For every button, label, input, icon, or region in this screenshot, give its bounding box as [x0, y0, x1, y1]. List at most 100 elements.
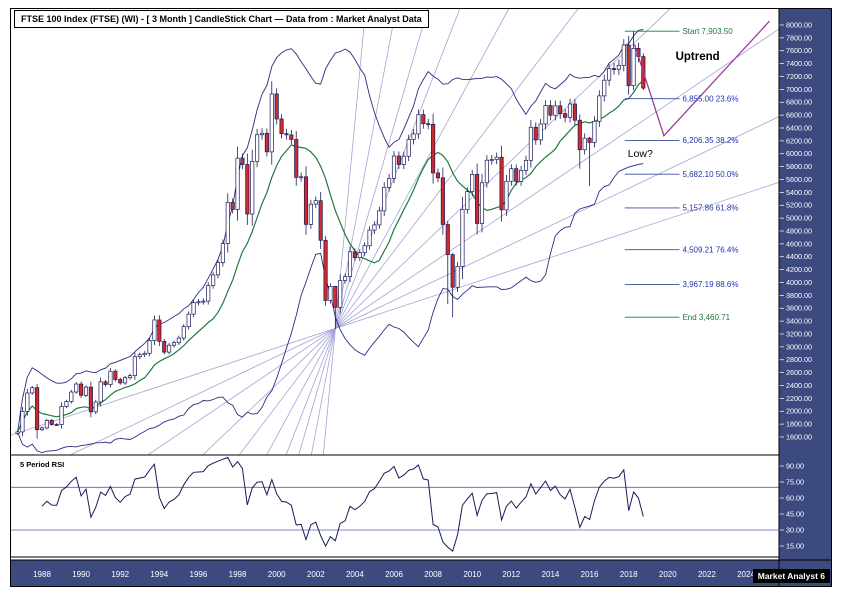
time-axis-label: 2012	[502, 570, 520, 579]
candle-body	[191, 302, 196, 315]
price-axis-label: 6000.00	[786, 149, 812, 158]
candle-body	[602, 79, 607, 97]
price-axis-label: 7400.00	[786, 59, 812, 68]
candle-body	[465, 191, 470, 210]
candle-body	[333, 286, 338, 308]
candle-body	[362, 245, 367, 253]
candle-body	[489, 159, 494, 161]
candle-body	[607, 68, 612, 81]
candle-body	[250, 160, 255, 215]
gann-fan-line	[266, 8, 510, 455]
candle-body	[137, 354, 142, 358]
candle-body	[274, 93, 279, 120]
candle-body	[553, 105, 558, 116]
candle-body	[338, 280, 343, 308]
time-axis-label: 1994	[150, 570, 168, 579]
candle-body	[132, 356, 137, 377]
price-axis-label: 2400.00	[786, 381, 812, 390]
price-axis-label: 5800.00	[786, 162, 812, 171]
time-axis-label: 2004	[346, 570, 364, 579]
price-axis-label: 7200.00	[786, 72, 812, 81]
time-axis-label: 2010	[463, 570, 481, 579]
candle-body	[264, 132, 269, 153]
candle-body	[367, 229, 372, 247]
time-axis-label: 1990	[72, 570, 90, 579]
candle-body	[621, 44, 626, 66]
price-axis-label: 4400.00	[786, 252, 812, 261]
price-axis-label: 2600.00	[786, 368, 812, 377]
candle-body	[79, 383, 84, 396]
candle-body	[98, 381, 103, 403]
moving-average-line	[17, 80, 644, 433]
time-axis-label: 2020	[659, 570, 677, 579]
candle-body	[616, 65, 621, 70]
candle-body	[25, 392, 30, 412]
candle-body	[460, 209, 465, 267]
candle-body	[142, 352, 147, 356]
fibonacci-level-label: 5,682.10 50.0%	[682, 170, 738, 179]
rsi-panel	[10, 454, 780, 558]
rsi-layer	[10, 456, 779, 552]
candle-body	[127, 375, 133, 379]
price-axis-label: 4000.00	[786, 278, 812, 287]
price-axis-label: 6200.00	[786, 136, 812, 145]
rsi-axis-label: 45.00	[786, 509, 804, 518]
candle-body	[308, 203, 313, 225]
candle-body	[313, 200, 318, 205]
price-axis-label: 4200.00	[786, 265, 812, 274]
gann-fan-line	[202, 8, 672, 455]
candle-body	[435, 172, 441, 179]
price-axis-label: 3600.00	[786, 304, 812, 313]
candle-body	[88, 386, 93, 413]
candle-body	[577, 119, 582, 151]
candlesticks	[15, 31, 646, 439]
chart-title: FTSE 100 Index (FTSE) (WI) - [ 3 Month ]…	[14, 10, 429, 28]
rsi-axis-label: 60.00	[786, 493, 804, 502]
candle-body	[445, 224, 450, 255]
candle-body	[284, 133, 289, 136]
candle-body	[377, 210, 382, 226]
candle-body	[15, 431, 20, 434]
candle-body	[181, 326, 186, 339]
time-axis-label: 1996	[190, 570, 208, 579]
candle-body	[352, 251, 357, 259]
candle-body	[470, 174, 475, 192]
candle-body	[74, 383, 79, 393]
candle-body	[543, 105, 548, 125]
candle-body	[123, 377, 128, 384]
candle-body	[171, 342, 177, 346]
candle-body	[533, 126, 538, 141]
price-axis-label: 4800.00	[786, 226, 812, 235]
rsi-line	[41, 456, 644, 552]
chart-frame: 5 Period RSI Start 7,903.50 6,855.00 23.6…	[10, 8, 832, 587]
fibonacci-level-label: 5,157.86 61.8%	[682, 204, 738, 213]
candle-body	[440, 177, 445, 225]
candle-body	[587, 137, 592, 143]
candle-body	[35, 387, 40, 431]
candle-body	[108, 370, 113, 385]
price-axis-label: 7800.00	[786, 33, 812, 42]
candle-body	[396, 155, 401, 165]
annotation-uptrend: Uptrend	[676, 51, 720, 63]
fibonacci-level-label: 6,206.35 38.2%	[682, 136, 738, 145]
candle-body	[240, 157, 245, 165]
candle-body	[382, 187, 387, 212]
candle-body	[20, 411, 25, 433]
time-axis-label: 2022	[698, 570, 716, 579]
candle-body	[206, 285, 211, 302]
fibonacci-level-label: 3,967.19 88.6%	[682, 280, 738, 289]
candle-body	[499, 156, 504, 211]
price-axis-label: 1800.00	[786, 420, 812, 429]
candle-body	[421, 114, 426, 125]
candle-body	[294, 139, 299, 178]
candle-body	[269, 93, 274, 153]
candle-body	[523, 159, 529, 171]
candle-body	[201, 300, 206, 303]
candle-body	[548, 105, 553, 116]
price-chart[interactable]: 5 Period RSI Start 7,903.50 6,855.00 23.6…	[10, 8, 832, 587]
candle-body	[147, 340, 152, 354]
candle-body	[318, 200, 323, 241]
price-axis-label: 5000.00	[786, 214, 812, 223]
candle-body	[343, 276, 348, 281]
candle-body	[225, 202, 230, 244]
